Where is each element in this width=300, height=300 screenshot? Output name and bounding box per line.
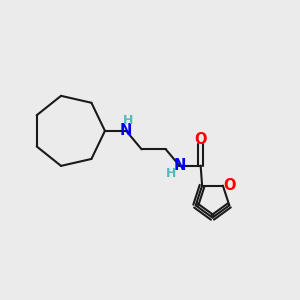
Text: N: N — [173, 158, 186, 173]
Text: H: H — [122, 114, 133, 127]
Text: H: H — [166, 167, 176, 180]
Text: O: O — [194, 132, 207, 147]
Text: O: O — [223, 178, 236, 193]
Text: N: N — [120, 123, 132, 138]
